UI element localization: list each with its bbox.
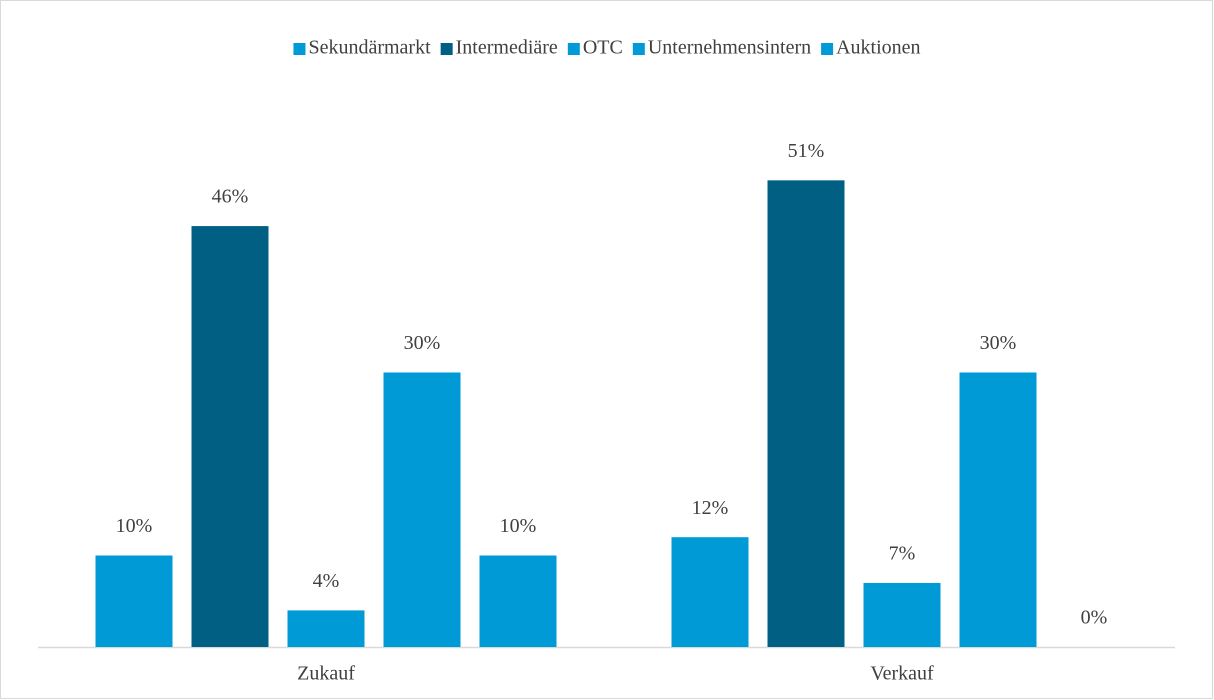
legend-label: Intermediäre (456, 37, 558, 59)
legend-swatch (567, 43, 580, 55)
data-label: 10% (500, 515, 537, 537)
data-label: 51% (788, 140, 825, 162)
bar (479, 555, 557, 647)
legend-swatch (440, 43, 453, 55)
data-label: 30% (980, 332, 1017, 354)
bar (671, 537, 749, 647)
bar (767, 180, 845, 647)
legend-label: Sekundärmarkt (308, 37, 431, 59)
x-tick-label: Zukauf (297, 663, 355, 685)
legend-swatch (293, 43, 306, 55)
data-label: 12% (692, 497, 729, 519)
data-label: 30% (404, 332, 441, 354)
legend-label: OTC (583, 37, 623, 59)
x-tick-label: Verkauf (870, 663, 934, 685)
legend-label: Unternehmensintern (648, 37, 811, 59)
bar (95, 555, 173, 647)
data-label: 0% (1081, 607, 1108, 629)
bar (959, 372, 1037, 647)
legend-swatch (632, 43, 645, 55)
data-label: 7% (889, 543, 916, 565)
bar (287, 610, 365, 647)
bar (863, 582, 941, 647)
legend-label: Auktionen (836, 37, 920, 59)
data-label: 4% (313, 570, 340, 592)
legend: Sekundärmarkt Intermediäre OTC Unternehmens… (293, 37, 921, 59)
bar (383, 372, 461, 647)
legend-swatch (821, 43, 834, 55)
bar (191, 226, 269, 647)
data-label: 10% (116, 515, 153, 537)
data-label: 46% (212, 186, 249, 208)
